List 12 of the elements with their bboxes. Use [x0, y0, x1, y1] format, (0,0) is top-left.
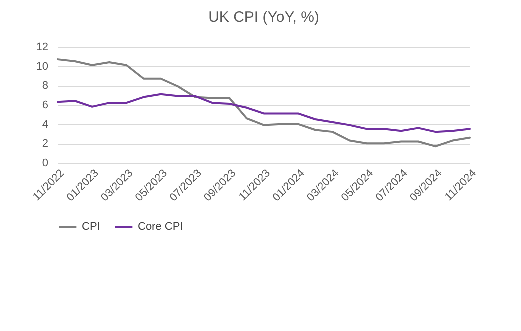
line-series: [57, 58, 471, 148]
legend-label: Core CPI: [138, 221, 184, 233]
y-tick-label: 10: [36, 60, 48, 73]
y-tick-label: 0: [42, 158, 48, 170]
y-tick-label: 8: [42, 80, 48, 92]
y-tick-label: 4: [42, 118, 48, 131]
legend-label: CPI: [82, 221, 100, 233]
chart-title: UK CPI (YoY, %): [208, 9, 320, 26]
y-tick-label: 2: [42, 138, 48, 150]
line-series: [57, 93, 471, 134]
y-tick-label: 12: [36, 42, 48, 54]
y-tick-label: 6: [42, 100, 48, 112]
